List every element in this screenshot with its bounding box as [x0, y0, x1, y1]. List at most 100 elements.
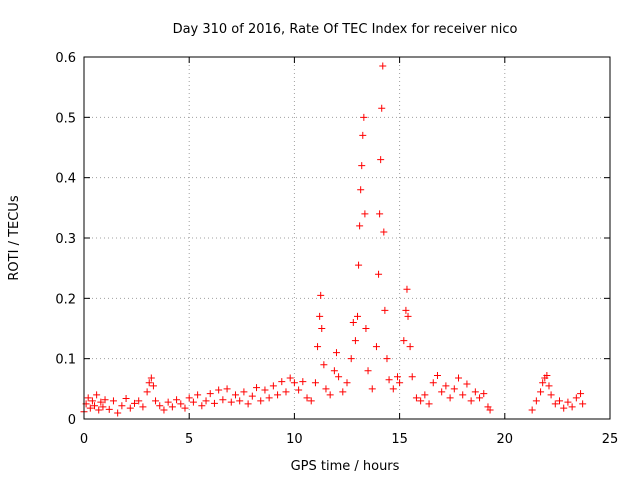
data-point	[143, 388, 151, 396]
data-point	[322, 385, 330, 393]
data-point	[425, 400, 433, 408]
data-point	[438, 388, 446, 396]
data-point	[168, 403, 176, 411]
data-point	[253, 384, 261, 392]
data-point	[421, 391, 429, 399]
data-point	[406, 343, 414, 351]
data-point	[185, 394, 193, 402]
data-point	[135, 397, 143, 405]
data-point	[316, 312, 324, 320]
data-point	[173, 396, 181, 404]
data-point	[349, 318, 357, 326]
data-point	[480, 390, 488, 398]
y-axis-label: ROTI / TECUs	[7, 195, 22, 280]
axis-ticks	[83, 56, 611, 420]
data-point	[378, 104, 386, 112]
y-tick-label: 0.6	[55, 51, 76, 66]
data-point	[402, 306, 410, 314]
plot-frame	[83, 56, 611, 420]
data-point	[265, 394, 273, 402]
y-tick-label: 0.2	[55, 292, 76, 307]
data-point	[299, 378, 307, 386]
data-point	[122, 394, 130, 402]
data-point	[467, 397, 475, 405]
data-point	[114, 409, 122, 417]
data-point	[539, 379, 547, 387]
data-point	[389, 385, 397, 393]
data-point	[400, 337, 408, 345]
chart-title: Day 310 of 2016, Rate Of TEC Index for r…	[173, 22, 518, 37]
x-tick-labels: 0 5 10 15 20 25	[80, 432, 618, 447]
data-point	[240, 388, 248, 396]
data-point	[537, 388, 545, 396]
data-point	[379, 62, 387, 70]
data-point	[152, 397, 160, 405]
data-point	[380, 228, 388, 236]
data-point	[393, 373, 401, 381]
data-point	[383, 355, 391, 363]
data-point	[404, 312, 412, 320]
data-points	[80, 62, 587, 417]
data-point	[269, 382, 277, 390]
data-point	[372, 343, 380, 351]
y-tick-label: 0.1	[55, 353, 76, 368]
data-point	[476, 394, 484, 402]
data-point	[318, 325, 326, 332]
data-point	[551, 400, 559, 408]
data-point	[278, 378, 286, 386]
data-point	[295, 386, 303, 394]
data-point	[381, 306, 389, 314]
data-point	[303, 394, 311, 402]
data-point	[84, 394, 92, 402]
data-point	[145, 379, 153, 387]
data-point	[486, 406, 494, 414]
data-point	[99, 403, 107, 411]
data-point	[442, 382, 450, 390]
data-point	[335, 373, 343, 381]
y-tick-label: 0.5	[55, 111, 76, 126]
data-point	[202, 397, 210, 405]
data-point	[568, 403, 576, 411]
data-point	[396, 379, 404, 387]
data-point	[236, 397, 244, 405]
x-tick-label: 0	[80, 432, 88, 447]
y-tick-labels: 0 0.1 0.2 0.3 0.4 0.5 0.6	[55, 51, 76, 428]
data-point	[156, 402, 164, 410]
y-tick-label: 0.4	[55, 172, 76, 187]
data-point	[189, 398, 197, 406]
data-point	[408, 373, 416, 381]
data-point	[290, 379, 298, 387]
data-point	[577, 390, 585, 398]
data-point	[471, 388, 479, 396]
data-point	[360, 113, 368, 121]
data-point	[459, 391, 467, 399]
data-point	[361, 210, 369, 218]
data-point	[347, 355, 355, 363]
data-point	[210, 399, 218, 407]
data-point	[572, 394, 580, 402]
data-point	[362, 325, 370, 332]
data-point	[91, 402, 99, 410]
x-tick-label: 5	[185, 432, 193, 447]
x-axis-label: GPS time / hours	[291, 459, 400, 474]
data-point	[356, 222, 364, 230]
data-point	[359, 131, 367, 139]
data-point	[93, 391, 101, 399]
data-point	[257, 397, 265, 405]
data-point	[364, 367, 372, 375]
data-point	[375, 270, 383, 278]
data-point	[339, 388, 347, 396]
data-point	[314, 343, 322, 351]
data-point	[231, 391, 239, 399]
data-point	[118, 402, 126, 410]
data-point	[274, 391, 282, 399]
data-point	[351, 337, 359, 345]
data-point	[368, 385, 376, 393]
x-tick-label: 10	[286, 432, 303, 447]
data-point	[376, 210, 384, 218]
data-point	[126, 404, 134, 412]
data-point	[317, 291, 325, 299]
data-point	[86, 404, 94, 412]
data-point	[429, 379, 437, 387]
